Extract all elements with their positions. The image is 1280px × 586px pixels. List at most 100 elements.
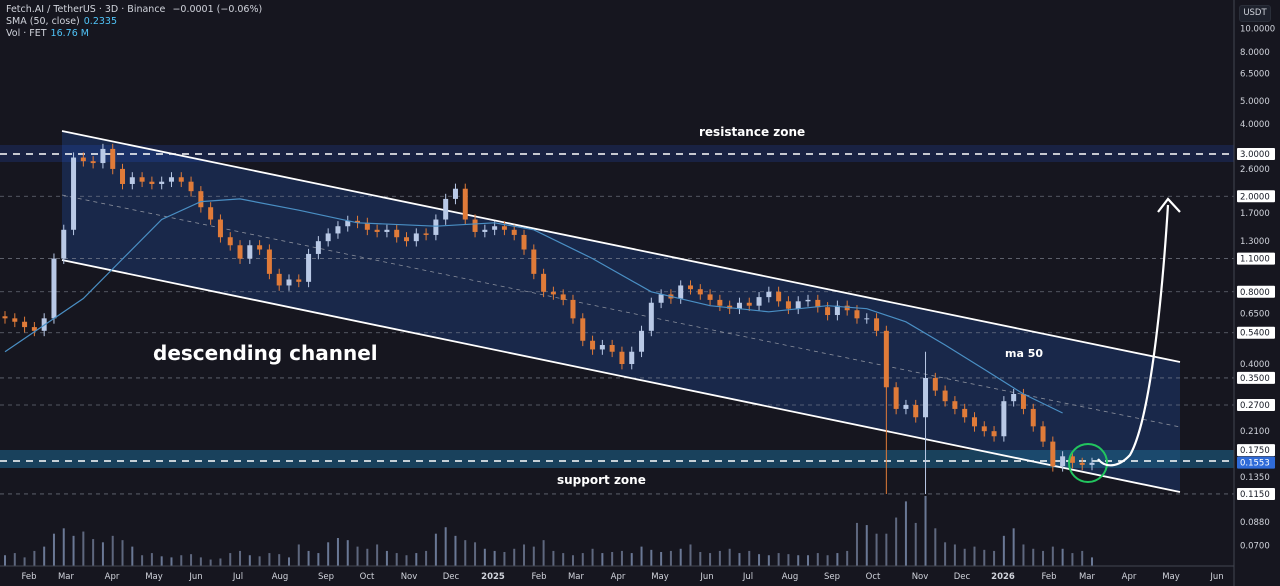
price-change: −0.0001 (−0.06%) bbox=[172, 4, 263, 15]
volume-bar bbox=[229, 553, 232, 566]
volume-bar bbox=[444, 527, 447, 566]
time-tick-label: Sep bbox=[824, 572, 840, 582]
volume-bar bbox=[1002, 535, 1005, 566]
time-tick-label: Apr bbox=[611, 572, 626, 582]
candle-body bbox=[590, 340, 596, 350]
price-tick-label: 8.0000 bbox=[1240, 48, 1270, 58]
candle-body bbox=[648, 302, 654, 331]
candle-body bbox=[550, 291, 556, 295]
volume-bar bbox=[748, 550, 751, 566]
candle-body bbox=[825, 307, 831, 316]
candle-body bbox=[110, 148, 116, 169]
candle-body bbox=[2, 316, 8, 319]
volume-bar bbox=[679, 548, 682, 566]
candle-body bbox=[61, 229, 67, 259]
volume-bar bbox=[767, 555, 770, 566]
price-tick-label: 0.2100 bbox=[1240, 427, 1270, 437]
volume-bar bbox=[963, 548, 966, 566]
volume-bar bbox=[532, 546, 535, 566]
volume-bar bbox=[650, 549, 653, 566]
price-tick-label: 0.4000 bbox=[1240, 360, 1270, 370]
currency-button[interactable]: USDT bbox=[1239, 5, 1271, 22]
candle-body bbox=[501, 226, 507, 230]
candle-body bbox=[805, 299, 811, 302]
candle-body bbox=[1050, 441, 1056, 467]
volume-bar bbox=[816, 553, 819, 566]
volume-bar bbox=[738, 553, 741, 566]
price-level-box bbox=[1237, 252, 1275, 265]
price-level-box bbox=[1237, 371, 1275, 384]
price-level-box bbox=[1237, 285, 1275, 298]
volume-bar bbox=[239, 550, 242, 566]
candle-body bbox=[962, 408, 968, 418]
volume-bar bbox=[121, 540, 124, 566]
volume-bar bbox=[493, 550, 496, 566]
candle-body bbox=[864, 318, 870, 320]
channel-upper-line bbox=[61, 130, 1181, 363]
volume-bar bbox=[180, 555, 183, 566]
candle-body bbox=[541, 273, 547, 292]
volume-bar bbox=[728, 548, 731, 566]
candle-body bbox=[433, 219, 439, 235]
candle-body bbox=[237, 245, 243, 259]
volume-bar bbox=[170, 557, 173, 566]
volume-bar bbox=[72, 535, 75, 566]
projection-arrow bbox=[1097, 204, 1170, 467]
candle-body bbox=[413, 233, 419, 242]
volume-bar bbox=[953, 544, 956, 566]
price-tick-label: 4.0000 bbox=[1240, 120, 1270, 130]
candle-body bbox=[198, 191, 204, 208]
candle-body bbox=[149, 181, 155, 184]
volume-bar bbox=[787, 554, 790, 566]
price-level-label: 2.0000 bbox=[1240, 192, 1270, 202]
volume-bar bbox=[101, 542, 104, 566]
candle-body bbox=[776, 291, 782, 302]
candle-body bbox=[129, 177, 135, 184]
candle-body bbox=[1030, 408, 1036, 427]
price-level-box bbox=[1237, 398, 1275, 411]
candle-body bbox=[374, 229, 380, 232]
candle-body bbox=[90, 161, 96, 164]
volume-bar bbox=[268, 553, 271, 566]
candle-body bbox=[452, 188, 458, 199]
candle-body bbox=[599, 345, 605, 350]
volume-bar bbox=[885, 533, 888, 566]
volume-bar bbox=[552, 550, 555, 566]
volume-bar bbox=[405, 555, 408, 566]
time-tick-label: May bbox=[145, 572, 163, 582]
candle-body bbox=[580, 318, 586, 341]
candle-body bbox=[22, 321, 28, 328]
volume-label: Vol · FET bbox=[6, 28, 47, 39]
volume-bar bbox=[248, 555, 251, 566]
volume-bar bbox=[758, 554, 761, 566]
current-price-box bbox=[1237, 456, 1275, 469]
price-tick-label: 0.1350 bbox=[1240, 473, 1270, 483]
candle-body bbox=[423, 233, 429, 235]
time-tick-label: Mar bbox=[1079, 572, 1096, 582]
chart-legend: Fetch.AI / TetherUS · 3D · Binance −0.00… bbox=[6, 4, 262, 40]
volume-bar bbox=[836, 553, 839, 566]
candle-body bbox=[208, 207, 214, 220]
volume-bar bbox=[904, 501, 907, 566]
volume-bar bbox=[278, 554, 281, 566]
price-level-label: 3.0000 bbox=[1240, 150, 1270, 160]
price-tick-label: 1.7000 bbox=[1240, 209, 1270, 219]
volume-bar bbox=[630, 553, 633, 566]
candle-body bbox=[1001, 401, 1007, 437]
candle-body bbox=[492, 226, 498, 230]
sma-row[interactable]: SMA (50, close) 0.2335 bbox=[6, 16, 262, 28]
candle-body bbox=[31, 327, 37, 331]
volume-bar bbox=[826, 555, 829, 566]
candle-body bbox=[1060, 456, 1066, 467]
candle-body bbox=[697, 289, 703, 295]
volume-bar bbox=[875, 533, 878, 566]
volume-row[interactable]: Vol · FET 16.76 M bbox=[6, 28, 262, 40]
price-level-label: 0.2700 bbox=[1240, 401, 1270, 411]
volume-bar bbox=[1061, 548, 1064, 566]
time-tick-label: Oct bbox=[866, 572, 881, 582]
symbol-row[interactable]: Fetch.AI / TetherUS · 3D · Binance −0.00… bbox=[6, 4, 262, 16]
descending-channel-label: descending channel bbox=[153, 341, 378, 365]
volume-bar bbox=[43, 546, 46, 566]
candle-body bbox=[658, 294, 664, 303]
